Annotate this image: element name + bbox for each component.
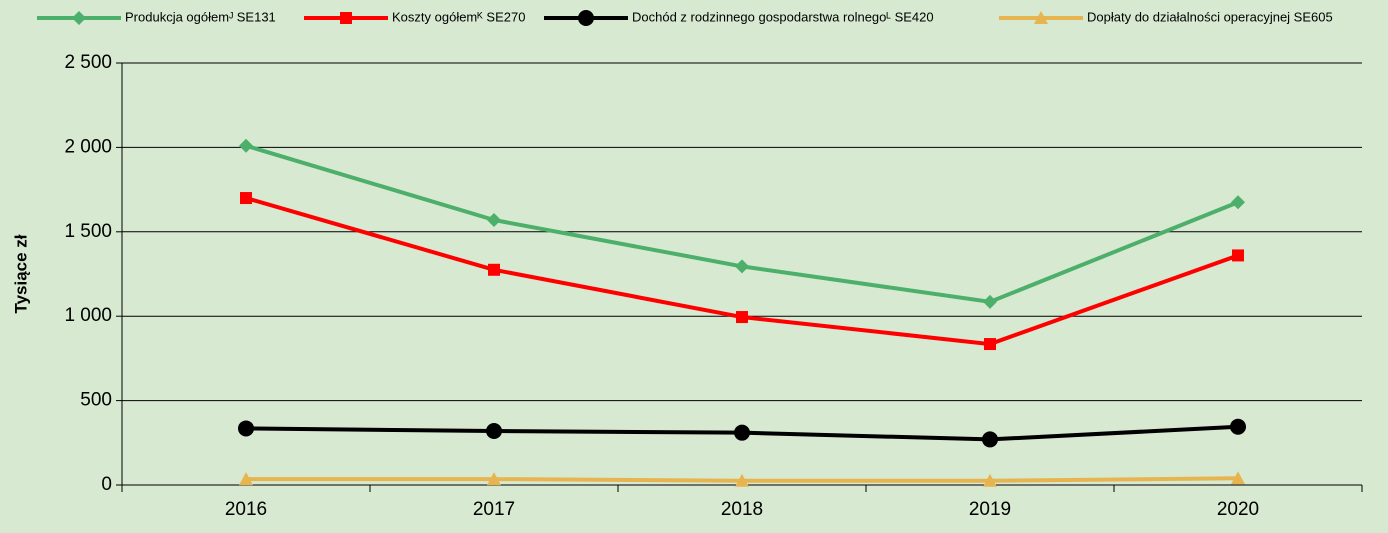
y-axis-label: Tysiące zł: [11, 234, 30, 313]
legend-label: Dopłaty do działalności operacyjnej SE60…: [1087, 9, 1333, 24]
point: [239, 472, 253, 486]
point: [239, 138, 253, 153]
legend-label: Produkcja ogółemᴶ SE131: [125, 9, 276, 24]
point: [736, 311, 748, 324]
x-tick-label: 2017: [473, 499, 515, 520]
x-tick-label: 2018: [721, 499, 763, 520]
point: [1231, 471, 1245, 485]
point: [983, 294, 997, 309]
y-tick-label: 1 000: [64, 305, 112, 326]
legend-marker: [340, 12, 352, 24]
y-tick-label: 0: [101, 474, 112, 495]
point: [486, 422, 502, 439]
point: [1231, 195, 1245, 210]
point: [488, 263, 500, 276]
point: [984, 338, 996, 351]
legend-marker: [72, 11, 86, 25]
point: [487, 472, 501, 486]
point: [1232, 249, 1244, 262]
legend-label: Dochód z rodzinnego gospodarstwa rolnego…: [632, 9, 934, 24]
y-tick-label: 2 500: [64, 52, 112, 73]
point: [1230, 418, 1246, 435]
point: [983, 473, 997, 487]
legend-marker: [1034, 11, 1048, 24]
x-tick-label: 2019: [969, 499, 1011, 520]
y-tick-label: 500: [80, 390, 112, 411]
point: [238, 420, 254, 437]
point: [735, 259, 749, 274]
x-tick-label: 2016: [225, 499, 267, 520]
point: [734, 424, 750, 441]
point: [735, 473, 749, 487]
x-tick-label: 2020: [1217, 499, 1259, 520]
y-tick-label: 2 000: [64, 136, 112, 157]
point: [982, 431, 998, 448]
point: [487, 212, 501, 227]
legend-marker: [578, 10, 594, 26]
y-tick-label: 1 500: [64, 221, 112, 242]
point: [240, 192, 252, 205]
legend-label: Koszty ogółemᴷ SE270: [392, 9, 525, 24]
